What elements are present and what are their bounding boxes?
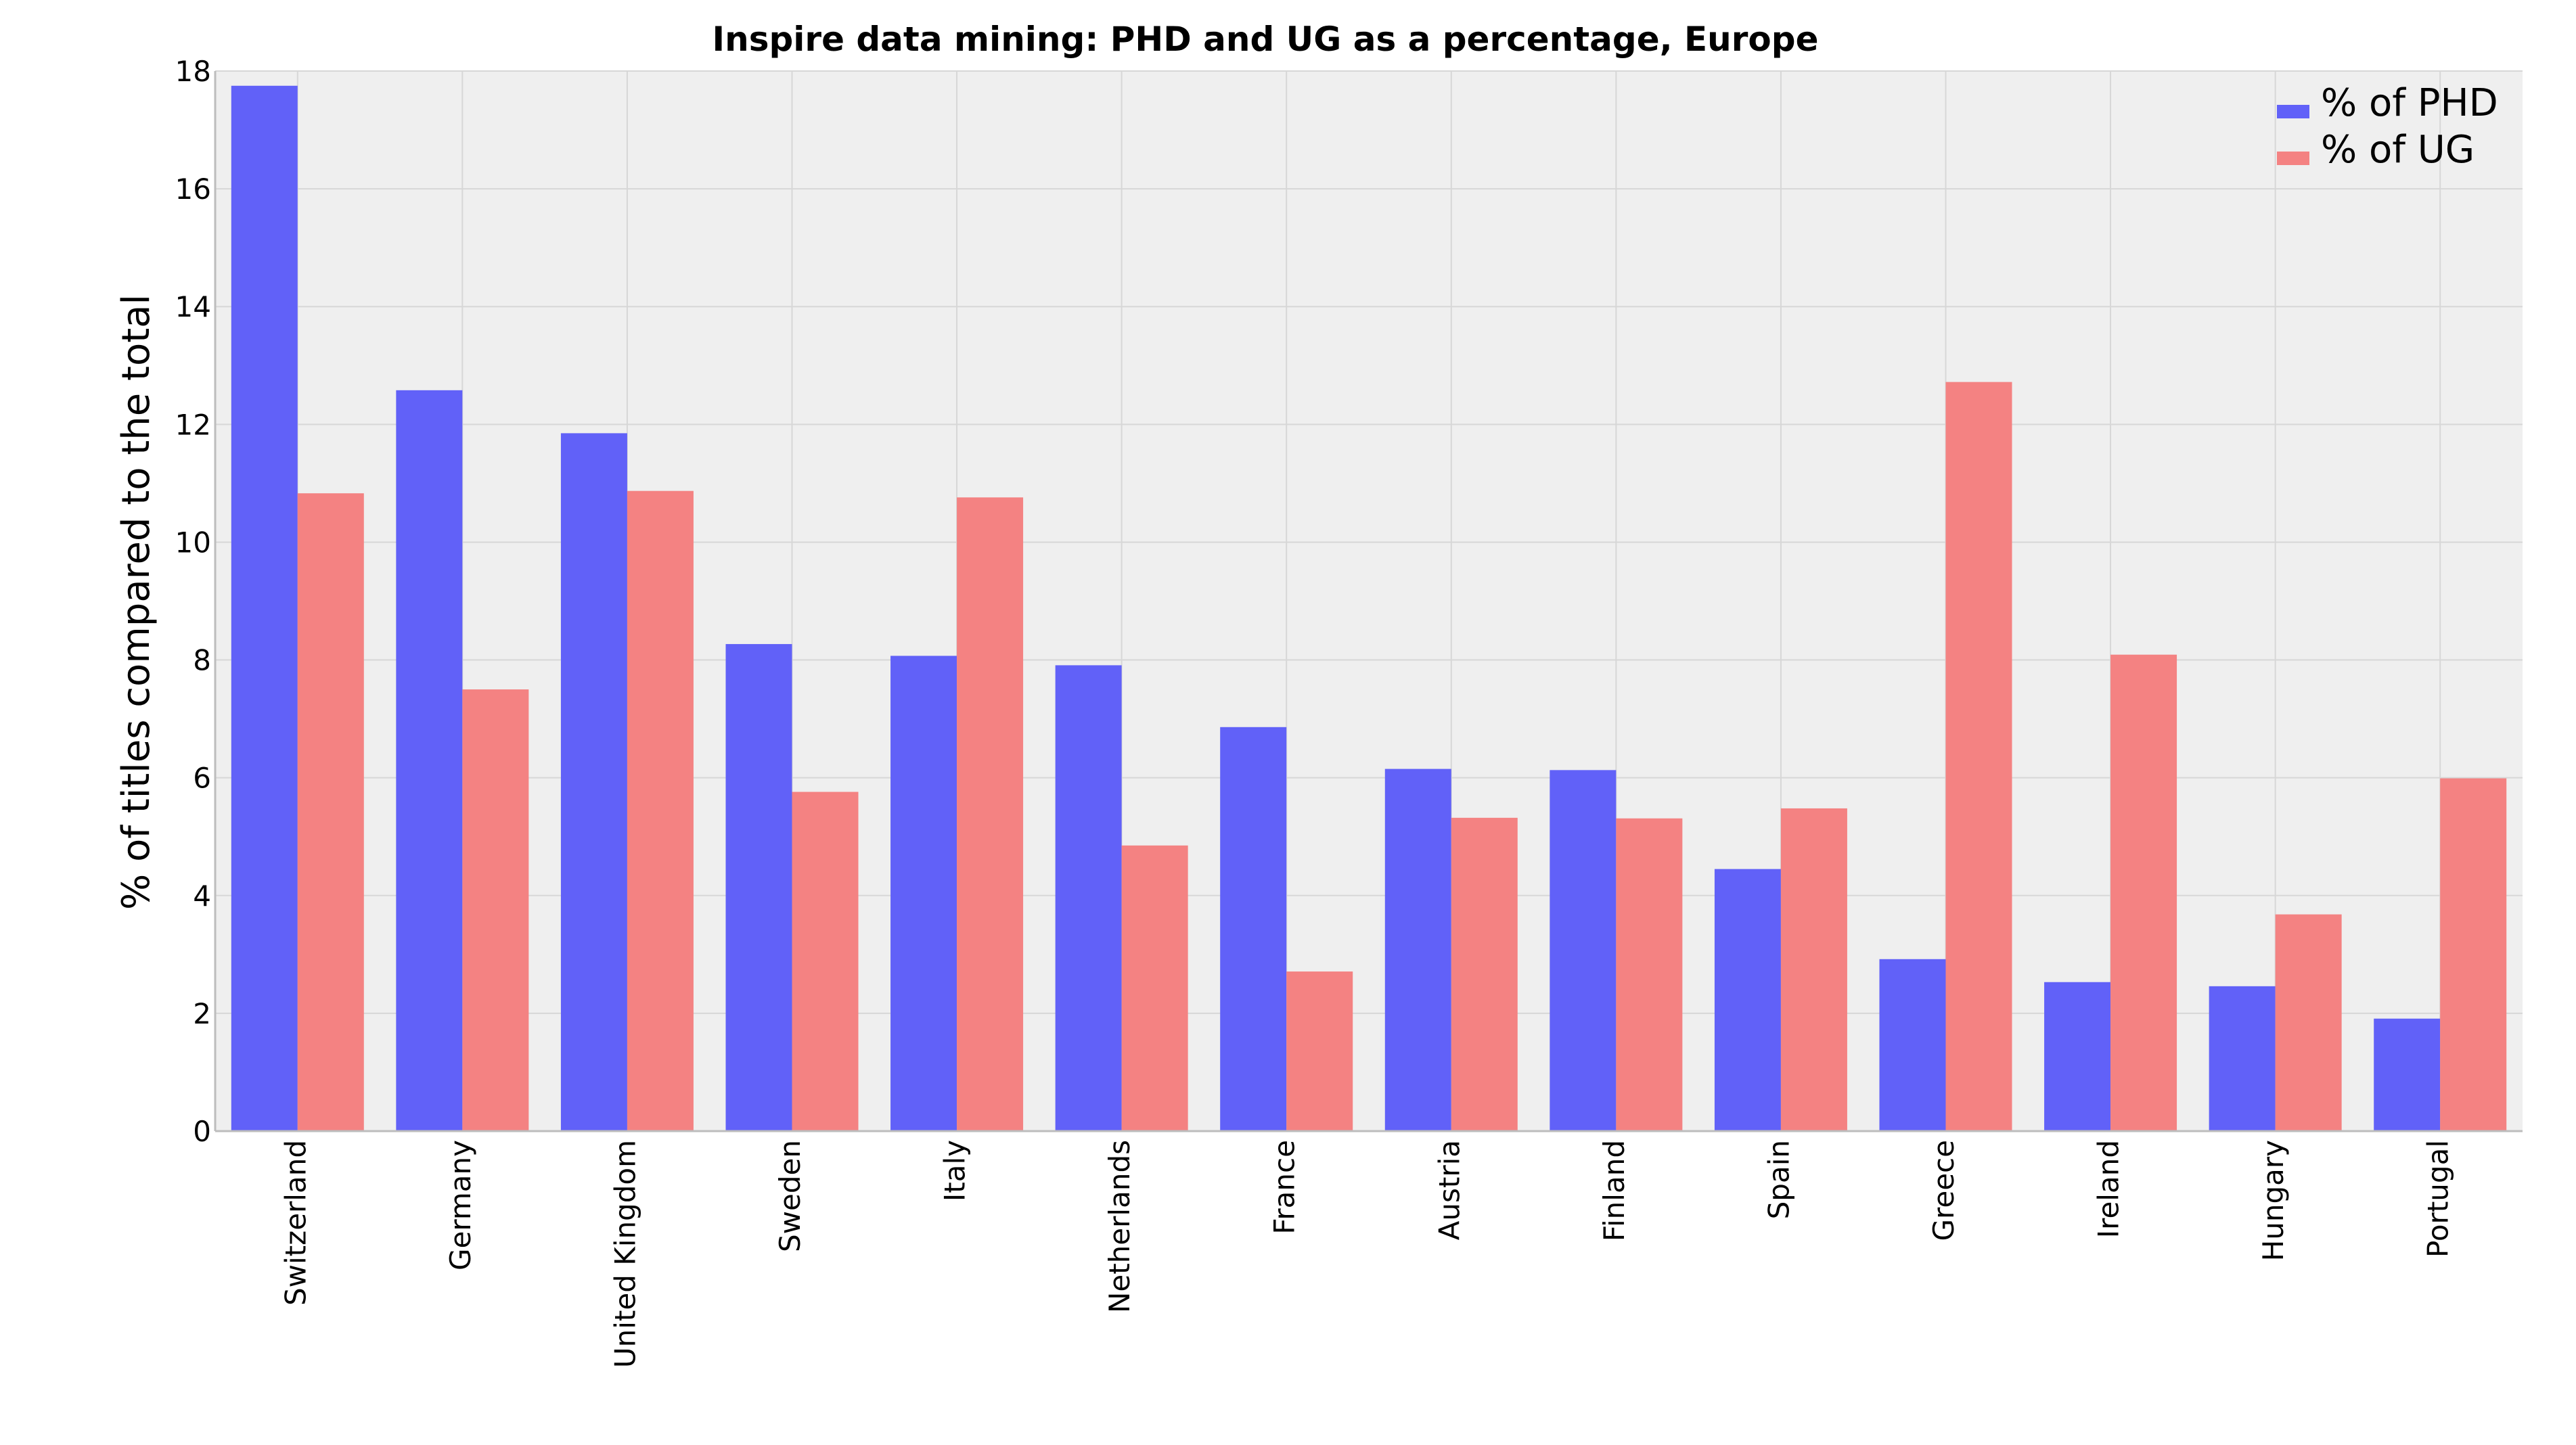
x-tick-label: Ireland <box>2092 1140 2125 1238</box>
tick-labels: 0 2 4 6 8 10 12 14 16 18 Switzerland Germany United … <box>175 55 2455 1368</box>
legend: % of PHD % of UG <box>2277 81 2498 172</box>
bar-ug <box>1451 817 1518 1131</box>
bar-phd <box>1879 959 1946 1131</box>
bar-ug <box>1780 808 1847 1131</box>
bar-phd <box>1055 665 1122 1131</box>
bars <box>231 85 2507 1132</box>
y-tick-label: 8 <box>193 644 211 677</box>
y-tick-label: 12 <box>175 408 211 441</box>
bar-phd <box>396 390 463 1132</box>
bar-phd <box>560 433 627 1132</box>
y-tick-label: 2 <box>193 997 211 1030</box>
y-tick-label: 4 <box>193 879 211 913</box>
bar-phd <box>231 85 298 1131</box>
y-tick-label: 14 <box>175 290 211 323</box>
chart-title: Inspire data mining: PHD and UG as a per… <box>713 20 1819 59</box>
x-tick-label: Hungary <box>2257 1140 2290 1261</box>
x-tick-label: France <box>1268 1140 1301 1235</box>
bar-ug <box>1616 818 1683 1131</box>
bar-ug <box>2110 654 2177 1131</box>
bar-ug <box>462 689 529 1131</box>
x-tick-label: Greece <box>1927 1140 1960 1241</box>
x-tick-label: Sweden <box>773 1140 807 1252</box>
y-tick-label: 6 <box>193 762 211 795</box>
x-tick-label: United Kingdom <box>608 1140 641 1368</box>
y-tick-label: 18 <box>175 55 211 88</box>
bar-phd <box>1220 727 1287 1131</box>
x-tick-label: Finland <box>1598 1140 1631 1241</box>
axes <box>214 71 2523 1132</box>
bar-ug <box>1121 845 1188 1131</box>
bar-ug <box>2440 778 2507 1131</box>
y-axis-label: % of titles compared to the total <box>114 294 158 910</box>
bar-ug <box>1286 971 1353 1131</box>
bar-phd <box>725 644 792 1131</box>
bar-phd <box>1714 869 1781 1131</box>
bar-phd <box>1384 769 1451 1131</box>
legend-label-phd: % of PHD <box>2321 81 2498 125</box>
bar-ug <box>627 490 694 1131</box>
x-tick-label: Germany <box>444 1140 477 1270</box>
y-tick-label: 0 <box>193 1115 211 1148</box>
bar-phd <box>2044 982 2111 1131</box>
y-tick-label: 10 <box>175 526 211 559</box>
bar-ug <box>957 497 1024 1131</box>
x-tick-label: Italy <box>939 1140 972 1201</box>
bar-phd <box>2209 986 2276 1131</box>
legend-swatch-ug <box>2277 152 2309 165</box>
bar-ug <box>1945 382 2012 1131</box>
x-tick-label: Spain <box>1762 1140 1795 1219</box>
x-tick-label: Switzerland <box>279 1140 312 1306</box>
bar-ug <box>297 493 364 1131</box>
legend-label-ug: % of UG <box>2321 128 2475 172</box>
legend-swatch-phd <box>2277 105 2309 118</box>
bar-ug <box>2275 914 2342 1131</box>
x-tick-label: Portugal <box>2422 1140 2455 1258</box>
bar-phd <box>890 656 957 1131</box>
x-tick-label: Austria <box>1432 1140 1466 1240</box>
bar-phd <box>2374 1018 2441 1131</box>
x-tick-label: Netherlands <box>1103 1140 1136 1313</box>
bar-ug <box>792 792 859 1131</box>
y-tick-label: 16 <box>175 173 211 206</box>
bar-phd <box>1550 770 1617 1131</box>
